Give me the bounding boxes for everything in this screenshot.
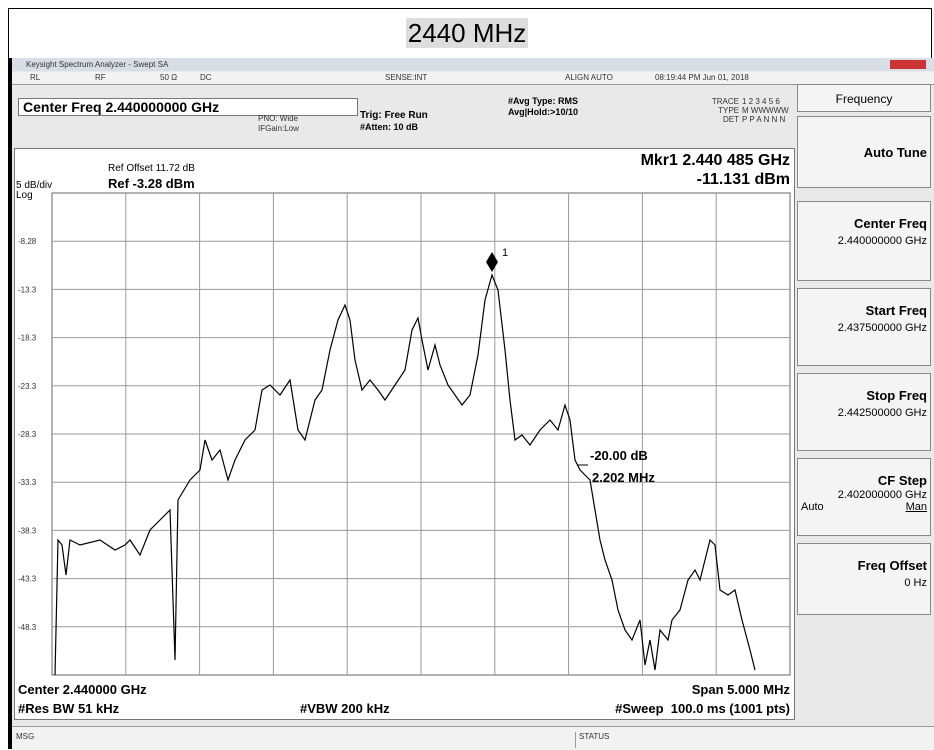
res-bw: #Res BW 51 kHz [18,701,120,716]
marker-level: -11.131 dBm [696,171,790,188]
marker-diamond [486,252,498,272]
status-sense: SENSE:INT [385,73,428,82]
y-label: -38.3 [18,526,37,535]
avg-type: #Avg Type: RMS [508,96,579,106]
scale-type: Log [16,190,33,201]
softkey-value: 2.442500000 GHz [837,407,927,419]
annotation-bw: 2.202 MHz [592,470,655,485]
softkey[interactable]: Freq Offset 0 Hz [797,543,931,615]
trace [54,273,756,676]
softkey[interactable]: Start Freq 2.437500000 GHz [797,288,931,366]
annotation-db: -20.00 dB [590,448,648,463]
trig: Trig: Free Run [360,110,428,121]
footer-status: STATUS [575,732,609,748]
softkey[interactable]: Stop Freq 2.442500000 GHz [797,373,931,451]
y-label: -23.3 [18,382,37,391]
marker-freq: Mkr1 2.440 485 GHz [640,152,790,169]
vbw: #VBW 200 kHz [300,701,390,716]
span: Span 5.000 MHz [691,682,790,697]
type-label: TYPE [718,106,739,115]
status-align: ALIGN AUTO [565,73,613,82]
softkey-auto: Auto [801,501,824,513]
softkey-label: Center Freq [854,216,927,231]
softkey[interactable]: Auto Tune [797,116,931,188]
center-freq-setting: Center Freq 2.440000000 GHz [18,98,358,116]
softkey-value: 2.440000000 GHz [837,235,927,247]
det-label: DET [723,115,739,124]
y-label: -8.28 [18,237,37,246]
center: Center 2.440000 GHz [18,682,147,697]
pno: PNO: Wide [258,114,299,123]
status-bar [12,72,934,85]
y-label: -18.3 [18,334,37,343]
window-bar [12,58,934,71]
footer [12,726,934,750]
title: 2440 MHz [405,18,529,48]
softkey-menu-title: Frequency [835,92,893,106]
status-rl: RL [30,73,41,82]
title-wrap: 2440 MHz [0,18,934,49]
softkey[interactable]: Center Freq 2.440000000 GHz [797,201,931,281]
marker-id: 1 [502,247,508,259]
ref-level: Ref -3.28 dBm [108,176,195,191]
softkey-label: Freq Offset [857,558,927,573]
softkey[interactable]: CF Step 2.402000000 GHz Auto Man [797,458,931,536]
y-label: -13.3 [18,285,37,294]
softkey-label: CF Step [877,473,927,488]
softkey-menu: Frequency [797,84,931,112]
scale: 5 dB/div [16,180,53,191]
status-rf: RF [95,73,106,82]
sweep: #Sweep 100.0 ms (1001 pts) [615,701,790,716]
y-label: -28.3 [18,430,37,439]
status-datetime: 08:19:44 PM Jun 01, 2018 [655,73,749,82]
softkey-value: 0 Hz [904,577,927,589]
trace-label: TRACE [711,97,739,106]
y-label: -48.3 [18,623,37,632]
type-vals: M WWWWW [742,106,789,115]
avg-hold: Avg|Hold:>10/10 [508,107,578,117]
softkey-value: 2.437500000 GHz [837,322,927,334]
y-label: -43.3 [18,575,37,584]
window-close[interactable] [890,60,926,69]
softkey-label: Auto Tune [863,145,927,160]
footer-msg: MSG [16,732,35,741]
det-vals: P P A N N N [742,115,786,124]
ifgain: IFGain:Low [258,124,299,133]
y-label: -33.3 [18,478,37,487]
status-coupling: DC [200,73,212,82]
softkey-value: 2.402000000 GHz [837,489,927,501]
softkey-label: Start Freq [865,303,927,318]
atten: #Atten: 10 dB [360,122,419,132]
window-title: Keysight Spectrum Analyzer - Swept SA [26,60,169,69]
softkey-man: Man [905,501,927,513]
status-impedance: 50 Ω [160,73,178,82]
ref-offset: Ref Offset 11.72 dB [108,163,195,174]
softkey-label: Stop Freq [866,388,927,403]
trace-nums: 1 2 3 4 5 6 [742,97,780,106]
